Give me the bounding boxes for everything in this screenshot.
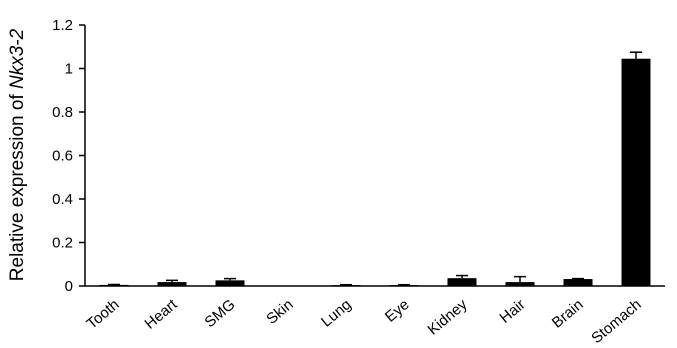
x-tick-label-smg: SMG bbox=[201, 296, 238, 331]
y-axis-label-gene: Nkx3-2 bbox=[7, 28, 28, 89]
x-tick-label-kidney: Kidney bbox=[425, 296, 471, 339]
bar-kidney bbox=[447, 278, 477, 286]
x-tick-labels: Tooth Heart SMG Skin Lung Eye Kidney Hair Brain S… bbox=[84, 296, 645, 348]
y-tick-label: 1 bbox=[65, 61, 73, 78]
x-tick-label-heart: Heart bbox=[142, 296, 182, 333]
bars bbox=[99, 58, 651, 287]
y-axis-label: Relative expression of Nkx3-2 bbox=[7, 28, 28, 281]
y-tick-label: 0.4 bbox=[52, 191, 73, 208]
error-bars bbox=[108, 51, 642, 286]
bar-heart bbox=[157, 282, 187, 286]
y-tick-label: 1.2 bbox=[52, 17, 73, 34]
bar-brain bbox=[563, 279, 593, 286]
y-tick-label: 0.8 bbox=[52, 104, 73, 121]
x-tick-label-lung: Lung bbox=[318, 296, 354, 330]
y-tick-label: 0.6 bbox=[52, 148, 73, 165]
x-tick-label-hair: Hair bbox=[497, 296, 529, 327]
bar-eye bbox=[389, 285, 419, 286]
bar-smg bbox=[215, 280, 245, 286]
axes bbox=[84, 25, 665, 287]
bar-lung bbox=[331, 285, 361, 286]
bar-stomach bbox=[621, 58, 651, 287]
x-tick-label-eye: Eye bbox=[382, 296, 413, 326]
x-tick-label-stomach: Stomach bbox=[588, 296, 644, 347]
y-axis-label-prefix: Relative expression of bbox=[7, 89, 28, 281]
bar-tooth bbox=[99, 284, 129, 286]
y-ticks: 0 0.2 0.4 0.6 0.8 1 1.2 bbox=[52, 17, 85, 295]
x-tick-label-brain: Brain bbox=[549, 296, 587, 332]
x-tick-label-tooth: Tooth bbox=[84, 296, 123, 333]
y-tick-label: 0.2 bbox=[52, 235, 73, 252]
x-tick-label-skin: Skin bbox=[263, 296, 296, 328]
y-tick-label: 0 bbox=[65, 278, 73, 295]
bar-hair bbox=[505, 282, 535, 286]
